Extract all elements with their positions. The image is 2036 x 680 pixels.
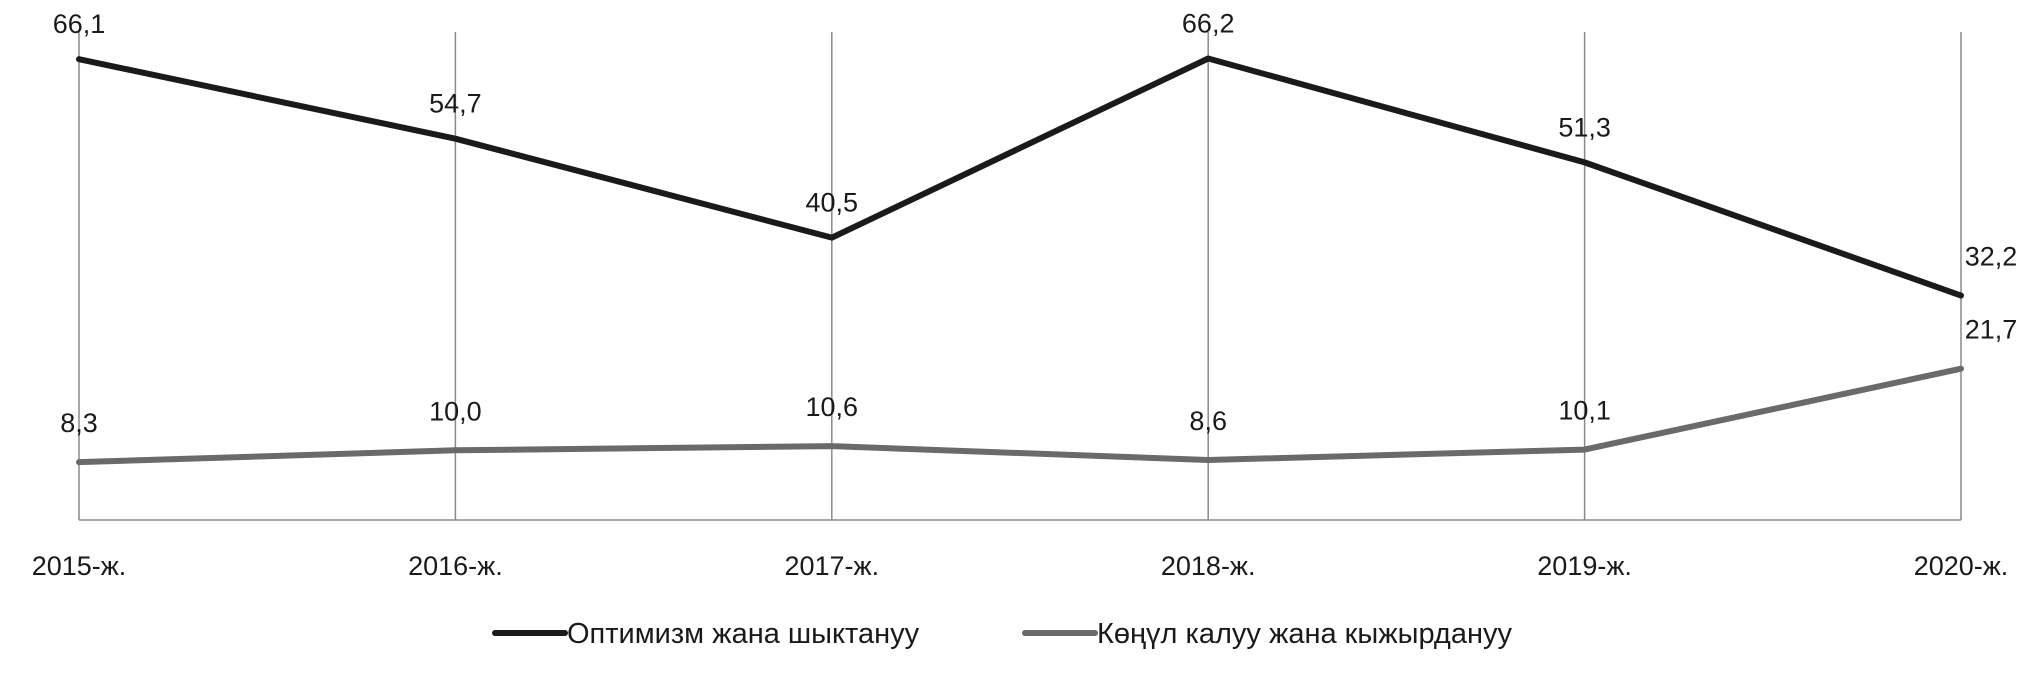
x-tick-label: 2015-ж. bbox=[32, 551, 127, 581]
data-point bbox=[830, 445, 833, 448]
x-tick-label: 2018-ж. bbox=[1161, 551, 1256, 581]
data-point bbox=[1583, 161, 1586, 164]
series-line bbox=[76, 365, 1964, 466]
data-label: 32,2 bbox=[1965, 242, 2018, 272]
data-label: 66,1 bbox=[53, 9, 106, 39]
data-point bbox=[454, 449, 457, 452]
data-label: 51,3 bbox=[1558, 112, 1611, 142]
data-label: 10,0 bbox=[429, 396, 482, 426]
data-label: 10,1 bbox=[1558, 396, 1611, 426]
data-label: 10,6 bbox=[806, 392, 859, 422]
data-label: 40,5 bbox=[806, 188, 859, 218]
data-point bbox=[1960, 294, 1962, 297]
x-axis: 2015-ж. 2016-ж. 2017-ж. 2018-ж. 2019-ж. 2020-… bbox=[32, 519, 2009, 581]
legend-label: Көңүл калуу жана кыжырдануу bbox=[1097, 618, 1512, 650]
data-point bbox=[1207, 459, 1210, 462]
series-lines bbox=[76, 55, 1964, 466]
series-line bbox=[76, 55, 1964, 299]
data-labels: 66,1 54,7 40,5 66,2 51,3 32,2 8,3 10,0 10,6 8,6 10… bbox=[53, 8, 2018, 438]
gridlines bbox=[78, 32, 1962, 520]
data-label: 66,2 bbox=[1182, 8, 1235, 38]
data-point bbox=[1583, 448, 1586, 451]
data-label: 8,3 bbox=[60, 408, 98, 438]
data-point bbox=[78, 461, 80, 464]
data-point bbox=[454, 137, 457, 140]
data-point bbox=[1960, 367, 1962, 370]
x-tick-label: 2017-ж. bbox=[784, 551, 879, 581]
x-tick-label: 2020-ж. bbox=[1914, 551, 2009, 581]
data-label: 8,6 bbox=[1189, 406, 1227, 436]
data-point bbox=[830, 236, 833, 239]
data-label: 21,7 bbox=[1965, 315, 2018, 345]
data-point bbox=[1207, 57, 1210, 60]
data-point bbox=[78, 58, 80, 61]
legend-label: Оптимизм жана шыктануу bbox=[567, 618, 920, 650]
x-tick-label: 2019-ж. bbox=[1537, 551, 1632, 581]
data-label: 54,7 bbox=[429, 89, 482, 119]
legend: Оптимизм жана шыктануу Көңүл калуу жана к… bbox=[492, 618, 1512, 650]
x-tick-label: 2016-ж. bbox=[408, 551, 503, 581]
